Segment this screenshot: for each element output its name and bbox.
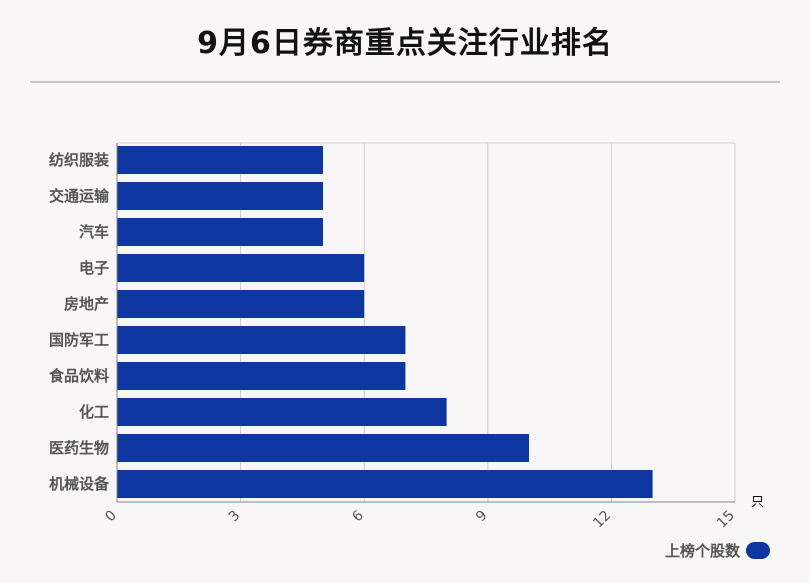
bar <box>117 290 365 318</box>
category-label: 机械设备 <box>49 475 110 493</box>
x-tick-label: 15 <box>714 508 738 532</box>
legend-label: 上榜个股数 <box>664 542 740 560</box>
bar <box>117 254 365 282</box>
x-tick-label: 0 <box>102 508 120 526</box>
bar <box>117 182 323 210</box>
bar <box>117 146 323 174</box>
x-tick-label: 3 <box>226 508 244 526</box>
category-label: 医药生物 <box>49 439 109 457</box>
category-label: 交通运输 <box>49 187 110 205</box>
x-tick-label: 12 <box>590 508 614 532</box>
x-unit-label: 只 <box>751 495 764 510</box>
category-label: 纺织服装 <box>49 151 110 169</box>
category-label: 房地产 <box>64 295 109 313</box>
category-label: 电子 <box>79 259 109 277</box>
category-label: 化工 <box>79 403 109 421</box>
bar <box>117 470 653 498</box>
bar <box>117 362 406 390</box>
bar <box>117 326 406 354</box>
category-label: 食品饮料 <box>49 367 109 385</box>
category-label: 汽车 <box>79 223 109 241</box>
legend-swatch <box>746 542 770 559</box>
bar <box>117 434 529 462</box>
x-tick-label: 9 <box>473 508 491 526</box>
x-tick-label: 6 <box>349 507 367 525</box>
category-label: 国防军工 <box>49 331 109 349</box>
bar <box>117 398 447 426</box>
bar <box>117 218 323 246</box>
chart-title: 9月6日券商重点关注行业排名 <box>197 26 613 61</box>
title-divider <box>30 81 780 83</box>
legend[interactable]: 上榜个股数 <box>665 540 770 561</box>
